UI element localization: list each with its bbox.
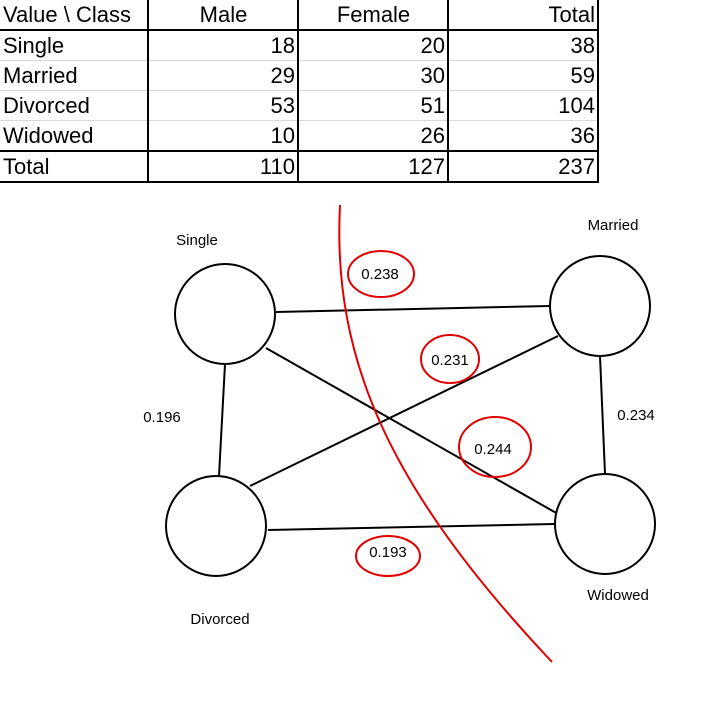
header-total: Total	[448, 0, 599, 31]
edge-weight-single-divorced: 0.196	[143, 409, 181, 426]
cut-curve	[338, 204, 553, 663]
cell-female: 26	[298, 120, 449, 151]
table-row: Divorced 53 51 104	[0, 90, 599, 121]
total-male: 110	[148, 150, 299, 183]
node-single	[174, 263, 276, 365]
cell-total: 38	[448, 30, 599, 61]
node-divorced	[165, 475, 267, 577]
edge-weight-married-divorced: 0.231	[431, 352, 469, 369]
header-female: Female	[298, 0, 449, 31]
header-male: Male	[148, 0, 299, 31]
edge-divorced-widowed	[267, 523, 555, 531]
cell-male: 53	[148, 90, 299, 121]
total-female: 127	[298, 150, 449, 183]
node-label-married: Married	[588, 217, 639, 234]
cell-total: 104	[448, 90, 599, 121]
row-label: Married	[0, 60, 149, 91]
node-label-widowed: Widowed	[587, 587, 649, 604]
highlight-ellipse-married-divorced	[420, 334, 480, 384]
table-row: Widowed 10 26 36	[0, 120, 599, 151]
edge-single-married	[275, 305, 551, 313]
total-label: Total	[0, 150, 149, 183]
cell-male: 10	[148, 120, 299, 151]
table-row: Single 18 20 38	[0, 30, 599, 61]
table-total-row: Total 110 127 237	[0, 150, 599, 183]
edge-weight-single-widowed: 0.244	[474, 441, 512, 458]
cell-female: 20	[298, 30, 449, 61]
edge-single-widowed	[265, 347, 559, 515]
edge-weight-single-married: 0.238	[361, 266, 399, 283]
highlight-ellipse-single-widowed	[458, 416, 532, 478]
header-value-class: Value \ Class	[0, 0, 149, 31]
contingency-table: Value \ Class Male Female Total Single 1…	[0, 0, 599, 183]
highlight-ellipse-divorced-widowed	[355, 535, 421, 577]
edge-weight-divorced-widowed: 0.193	[369, 544, 407, 561]
table-header-row: Value \ Class Male Female Total	[0, 0, 599, 31]
row-label: Single	[0, 30, 149, 61]
node-married	[549, 255, 651, 357]
row-label: Widowed	[0, 120, 149, 151]
node-widowed	[554, 473, 656, 575]
table-row: Married 29 30 59	[0, 60, 599, 91]
node-label-single: Single	[176, 232, 218, 249]
row-label: Divorced	[0, 90, 149, 121]
total-total: 237	[448, 150, 599, 183]
edge-single-divorced	[218, 363, 226, 477]
cell-female: 30	[298, 60, 449, 91]
cell-female: 51	[298, 90, 449, 121]
edge-married-widowed	[599, 355, 606, 475]
cell-male: 29	[148, 60, 299, 91]
cell-total: 36	[448, 120, 599, 151]
cell-total: 59	[448, 60, 599, 91]
edge-married-divorced	[249, 335, 559, 487]
edge-weight-married-widowed: 0.234	[617, 407, 655, 424]
cell-male: 18	[148, 30, 299, 61]
node-label-divorced: Divorced	[190, 611, 249, 628]
highlight-ellipse-single-married	[347, 250, 415, 298]
